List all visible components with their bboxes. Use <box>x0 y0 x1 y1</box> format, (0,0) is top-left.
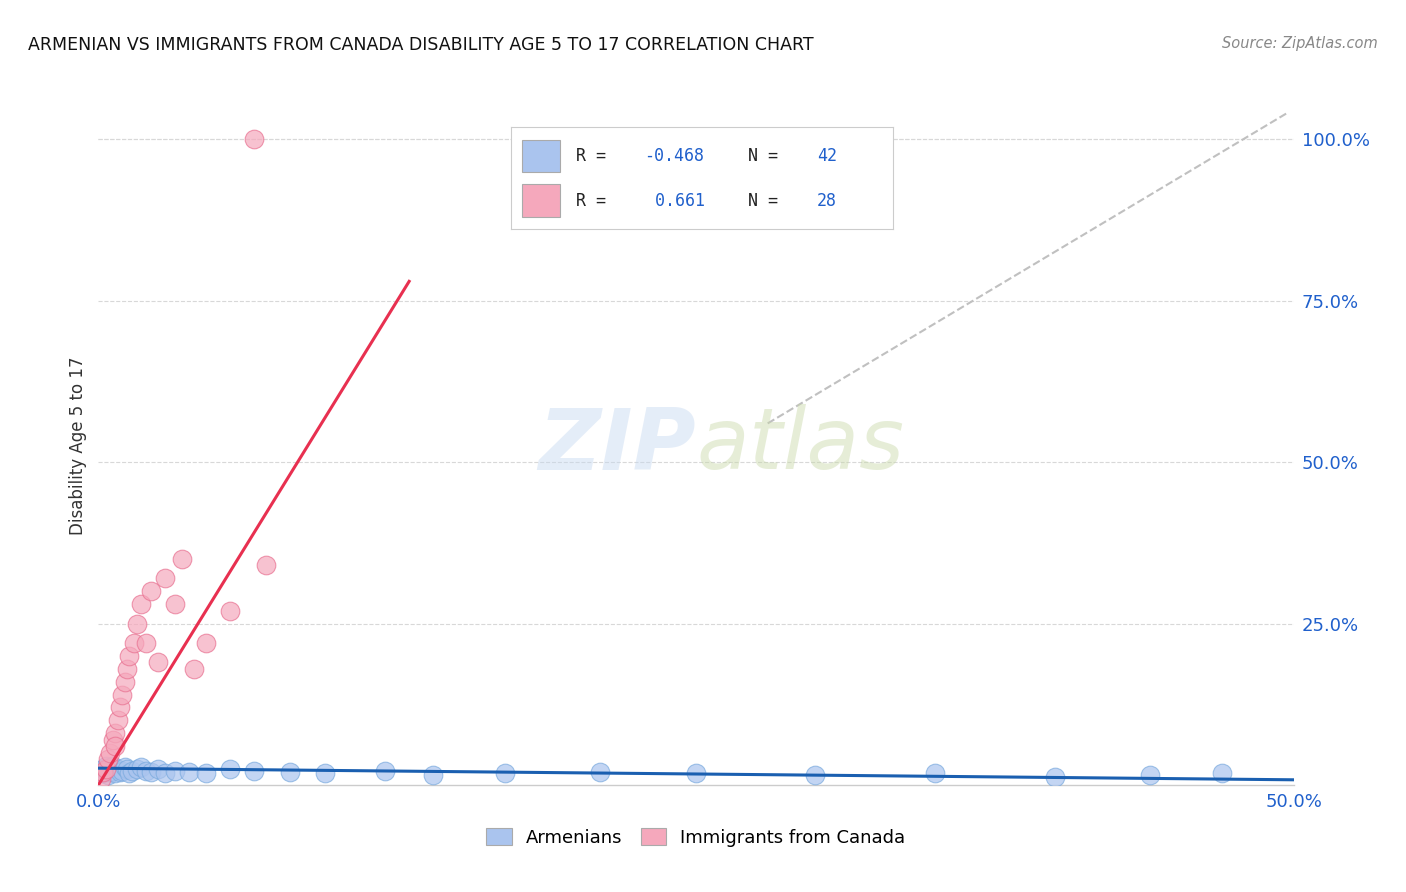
Point <box>131 760 153 774</box>
Point <box>98 746 122 760</box>
Point <box>148 762 170 776</box>
Point <box>125 616 148 631</box>
Point <box>111 688 134 702</box>
Point <box>195 636 218 650</box>
Point <box>104 766 127 780</box>
Point <box>114 760 136 774</box>
Point <box>163 597 186 611</box>
Point <box>97 752 120 766</box>
Text: Source: ZipAtlas.com: Source: ZipAtlas.com <box>1222 36 1378 51</box>
Point <box>139 765 162 780</box>
Point <box>101 732 124 747</box>
Point <box>101 758 124 772</box>
Point <box>278 765 301 780</box>
Point <box>94 758 117 772</box>
Point <box>243 132 266 146</box>
Point <box>195 766 218 780</box>
Point <box>422 768 444 782</box>
Point <box>131 597 153 611</box>
Point <box>90 772 112 786</box>
Point <box>94 764 117 778</box>
Point <box>104 726 127 740</box>
Point <box>243 764 266 778</box>
Y-axis label: Disability Age 5 to 17: Disability Age 5 to 17 <box>69 357 87 535</box>
Point <box>135 636 157 650</box>
Point <box>1043 770 1066 784</box>
Point <box>124 636 146 650</box>
Point <box>374 764 396 778</box>
Point <box>98 760 122 774</box>
Point <box>685 766 707 780</box>
Point <box>91 765 114 780</box>
Point <box>108 765 131 780</box>
Point <box>91 762 114 776</box>
Point <box>924 766 946 780</box>
Point <box>97 768 120 782</box>
Point <box>155 571 177 585</box>
Point <box>111 764 134 778</box>
Point <box>104 739 127 754</box>
Point <box>91 766 114 780</box>
Point <box>107 714 129 728</box>
Legend: Armenians, Immigrants from Canada: Armenians, Immigrants from Canada <box>479 821 912 854</box>
Point <box>90 765 112 780</box>
Point <box>115 762 138 776</box>
Point <box>107 762 129 776</box>
Point <box>589 765 612 780</box>
Point <box>179 765 201 780</box>
Point <box>135 764 157 778</box>
Point <box>121 764 143 778</box>
Point <box>1211 766 1233 780</box>
Text: ZIP: ZIP <box>538 404 696 488</box>
Point <box>494 766 516 780</box>
Point <box>125 762 148 776</box>
Point <box>108 700 131 714</box>
Point <box>172 552 194 566</box>
Point <box>163 764 186 778</box>
Point <box>183 662 205 676</box>
Point <box>118 766 141 780</box>
Point <box>94 762 117 776</box>
Point <box>139 584 162 599</box>
Text: atlas: atlas <box>696 404 904 488</box>
Point <box>155 766 177 780</box>
Point <box>114 674 136 689</box>
Point <box>219 604 242 618</box>
Text: ARMENIAN VS IMMIGRANTS FROM CANADA DISABILITY AGE 5 TO 17 CORRELATION CHART: ARMENIAN VS IMMIGRANTS FROM CANADA DISAB… <box>28 36 814 54</box>
Point <box>97 762 120 776</box>
Point <box>1139 768 1161 782</box>
Point <box>98 765 122 780</box>
Point <box>254 558 277 573</box>
Point <box>148 655 170 669</box>
Point <box>219 762 242 776</box>
Point <box>115 662 138 676</box>
Point <box>315 766 337 780</box>
Point <box>101 764 124 778</box>
Point <box>118 648 141 663</box>
Point <box>804 768 827 782</box>
